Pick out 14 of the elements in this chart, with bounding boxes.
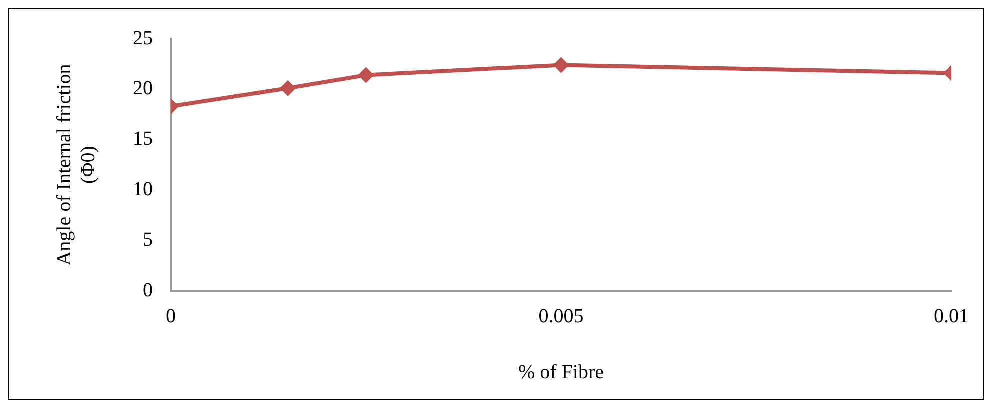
y-tick-label: 15 [133, 128, 153, 150]
point [553, 57, 570, 74]
y-tick-label: 10 [133, 178, 153, 200]
x-axis-title: % of Fibre [518, 361, 604, 384]
y-tick-label: 5 [143, 228, 153, 251]
y-tick-label: 20 [133, 78, 153, 100]
y-tick-label: 0 [143, 279, 153, 302]
y-tick-label: 25 [133, 27, 153, 50]
x-tick-label: 0.01 [934, 305, 969, 328]
y-axis-title: Angle of Internal friction (Φ0) [53, 64, 100, 266]
point [280, 80, 296, 96]
point [358, 67, 374, 84]
x-tick-label: 0 [166, 305, 176, 328]
x-tick-label: 0.005 [538, 305, 584, 328]
